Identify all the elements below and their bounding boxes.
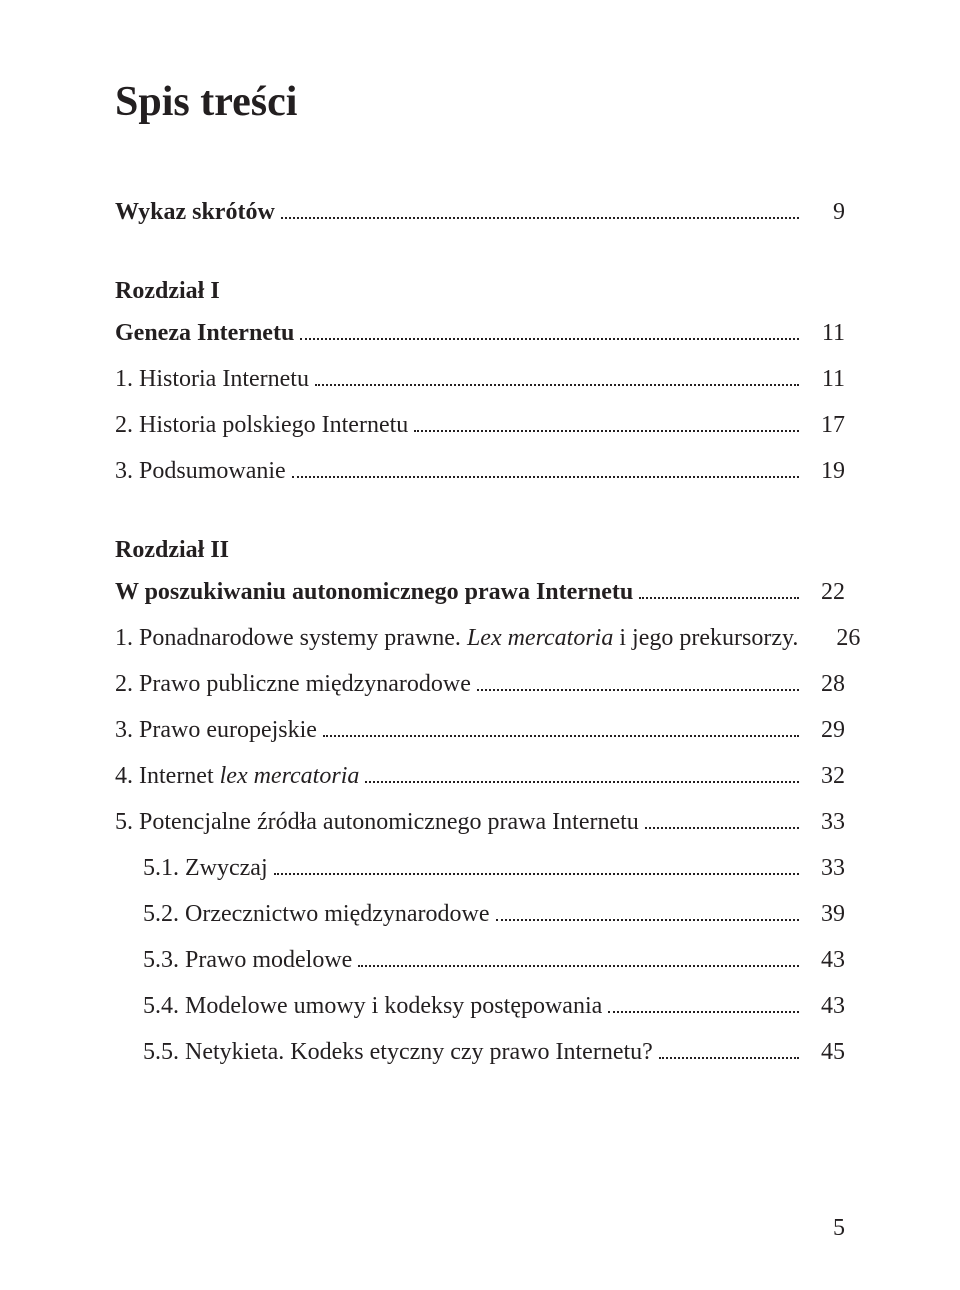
toc-entry-page: 28 [805,666,845,702]
toc-entry-label: 2. Prawo publiczne międzynarodowe [115,666,471,702]
toc-entry-label: 1. Historia Internetu [115,361,309,397]
toc-entry-label: Wykaz skrótów [115,194,275,230]
toc-entry-page: 9 [805,194,845,230]
toc-entry: W poszukiwaniu autonomicznego prawa Inte… [115,574,845,610]
toc-entry-label: 5.1. Zwyczaj [143,850,268,886]
toc-entry: 5.4. Modelowe umowy i kodeksy postępowan… [115,988,845,1024]
page-title: Spis treści [115,78,845,126]
toc-entry-label: Geneza Internetu [115,315,294,351]
toc-entry: 4. Internet lex mercatoria 32 [115,758,845,794]
toc-entry-label: W poszukiwaniu autonomicznego prawa Inte… [115,574,633,610]
toc-entry: 2. Prawo publiczne międzynarodowe 28 [115,666,845,702]
toc-entry: Geneza Internetu 11 [115,315,845,351]
toc-entry-page: 33 [805,804,845,840]
chapter-heading: Rozdział I [115,278,845,305]
toc-entry-page: 17 [805,407,845,443]
page-number-footer: 5 [833,1215,845,1242]
chapter-heading: Rozdział II [115,537,845,564]
toc-entry: 3. Podsumowanie 19 [115,453,845,489]
toc-leader-dots [365,781,799,783]
toc-entry: 5. Potencjalne źródła autonomicznego pra… [115,804,845,840]
toc-entry-label: 5. Potencjalne źródła autonomicznego pra… [115,804,639,840]
toc-entry-page: 32 [805,758,845,794]
toc-entry: 5.5. Netykieta. Kodeks etyczny czy prawo… [115,1034,845,1070]
toc-leader-dots [645,827,799,829]
toc-entry-page: 29 [805,712,845,748]
toc-leader-dots [281,217,799,219]
toc-leader-dots [496,919,799,921]
toc-entry-page: 43 [805,988,845,1024]
toc-entry-label: 3. Podsumowanie [115,453,286,489]
toc-entry-label: 3. Prawo europejskie [115,712,317,748]
toc-entry: 3. Prawo europejskie 29 [115,712,845,748]
toc-entry-label: 5.3. Prawo modelowe [143,942,352,978]
toc-leader-dots [292,476,799,478]
toc-entry-page: 45 [805,1034,845,1070]
toc-entry: 2. Historia polskiego Internetu 17 [115,407,845,443]
toc-entry-label: 5.5. Netykieta. Kodeks etyczny czy prawo… [143,1034,653,1070]
table-of-contents: Wykaz skrótów 9 Rozdział I Geneza Internetu… [115,194,845,1070]
toc-entry-label: 5.4. Modelowe umowy i kodeksy postępowan… [143,988,602,1024]
toc-entry-page: 11 [805,315,845,351]
section-gap [115,240,845,278]
toc-entry-page: 33 [805,850,845,886]
toc-entry-page: 11 [805,361,845,397]
toc-entry: 1. Ponadnarodowe systemy prawne. Lex mer… [115,620,845,656]
toc-entry-page: 19 [805,453,845,489]
toc-leader-dots [639,597,799,599]
toc-entry: 5.3. Prawo modelowe 43 [115,942,845,978]
toc-entry: 5.1. Zwyczaj 33 [115,850,845,886]
toc-entry-label: 2. Historia polskiego Internetu [115,407,408,443]
toc-leader-dots [323,735,799,737]
toc-entry-page: 39 [805,896,845,932]
toc-entry: 5.2. Orzecznictwo międzynarodowe 39 [115,896,845,932]
toc-entry-label: 4. Internet lex mercatoria [115,758,359,794]
toc-leader-dots [608,1011,799,1013]
toc-leader-dots [274,873,799,875]
toc-leader-dots [358,965,799,967]
toc-entry-label: 1. Ponadnarodowe systemy prawne. Lex mer… [115,620,798,656]
toc-entry-page: 26 [820,620,860,656]
toc-leader-dots [300,338,799,340]
toc-entry-page: 22 [805,574,845,610]
toc-entry-label: 5.2. Orzecznictwo międzynarodowe [143,896,490,932]
toc-entry: Wykaz skrótów 9 [115,194,845,230]
toc-entry: 1. Historia Internetu 11 [115,361,845,397]
section-gap [115,499,845,537]
toc-entry-page: 43 [805,942,845,978]
toc-leader-dots [477,689,799,691]
toc-leader-dots [315,384,799,386]
toc-leader-dots [659,1057,799,1059]
toc-leader-dots [414,430,799,432]
